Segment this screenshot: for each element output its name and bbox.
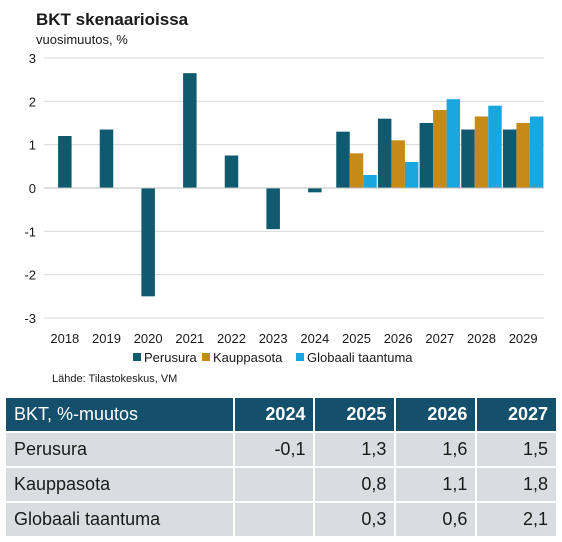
legend-swatch-kauppasota [202, 353, 210, 361]
x-tick-label: 2019 [92, 331, 121, 346]
chart-panel: BKT skenaarioissa vuosimuutos, % 3 2 1 0 ‑1 ‑… [24, 10, 544, 385]
gdp-table: BKT, %-muutos 2024 2025 2026 2027 Perusu… [6, 398, 556, 536]
bar-perusura-2020 [141, 188, 155, 297]
table-header-row: BKT, %-muutos 2024 2025 2026 2027 [6, 398, 556, 432]
table-row: Globaali taantuma 0,3 0,6 2,1 [6, 501, 556, 536]
x-tick-label: 2023 [259, 331, 288, 346]
bar-perusura-2029 [502, 129, 517, 188]
x-tick-label: 2020 [134, 331, 163, 346]
bar-perusura-2024 [308, 188, 322, 193]
bar-kauppasota-2027 [433, 110, 447, 188]
bar-globaali-taantuma-2026 [404, 162, 419, 188]
x-tick-label: 2021 [175, 331, 204, 346]
y-tick-label: 3 [29, 51, 36, 66]
bar-perusura-2026 [377, 118, 392, 188]
legend-label: Kauppasota [213, 350, 283, 365]
bar-chart: 3 2 1 0 ‑1 ‑2 ‑3 2018 2019 2020 2021 2022 2023 2024 20… [24, 51, 544, 365]
table-header-cell: 2027 [476, 398, 556, 432]
bar-globaali-taantuma-2027 [446, 99, 461, 188]
bar-perusura-2019 [99, 129, 114, 188]
bar-kauppasota-2028 [474, 116, 489, 188]
x-tick-label: 2018 [50, 331, 79, 346]
x-tick-label: 2028 [467, 331, 496, 346]
table-cell: 2,1 [476, 501, 556, 536]
x-tick-label: 2022 [217, 331, 246, 346]
y-tick-label: 2 [29, 94, 36, 109]
y-tick-label: ‑1 [24, 224, 36, 239]
table-header-cell: 2025 [314, 398, 397, 432]
legend-label: Globaali taantuma [307, 350, 413, 365]
legend-swatch-perusura [133, 353, 141, 361]
bar-perusura-2027 [419, 123, 434, 188]
y-tick-label: ‑3 [24, 311, 36, 326]
legend-label: Perusura [144, 350, 198, 365]
table-cell: Perusura [6, 431, 235, 467]
legend-swatch-globaali-taantuma [296, 353, 304, 361]
y-tick-label: 1 [29, 138, 36, 153]
table-cell [233, 466, 316, 502]
table-header-cell: 2024 [233, 398, 316, 432]
table-cell: 1,8 [476, 466, 556, 502]
table-cell: 0,3 [314, 501, 397, 536]
bar-perusura-2022 [224, 155, 239, 188]
bar-perusura-2028 [461, 129, 475, 188]
bar-globaali-taantuma-2025 [363, 175, 377, 188]
bar-kauppasota-2025 [349, 153, 364, 188]
chart-title: BKT skenaarioissa [36, 10, 189, 29]
table-row: Kauppasota 0,8 1,1 1,8 [6, 466, 556, 502]
table-cell [233, 501, 316, 536]
table-header-cell: 2026 [395, 398, 478, 432]
x-tick-label: 2029 [509, 331, 538, 346]
bar-globaali-taantuma-2029 [529, 116, 544, 188]
table-cell: Kauppasota [6, 466, 235, 502]
x-tick-label: 2027 [425, 331, 454, 346]
bar-perusura-2021 [183, 73, 197, 188]
bar-kauppasota-2026 [391, 140, 405, 188]
bar-perusura-2025 [336, 131, 350, 188]
table-cell: 0,6 [395, 501, 478, 536]
bar-perusura-2018 [58, 136, 72, 188]
y-axis-unit-label: vuosimuutos, % [36, 32, 128, 47]
x-tick-label: 2026 [384, 331, 413, 346]
bar-kauppasota-2029 [516, 123, 530, 188]
table-cell: 1,3 [314, 431, 397, 467]
bar-perusura-2023 [266, 188, 280, 230]
table-cell: 1,1 [395, 466, 478, 502]
bar-globaali-taantuma-2028 [488, 105, 502, 188]
x-tick-label: 2024 [300, 331, 329, 346]
table-cell: 0,8 [314, 466, 397, 502]
table-header-cell: BKT, %-muutos [6, 398, 235, 432]
y-tick-label: 0 [29, 181, 36, 196]
table-cell: 1,5 [476, 431, 556, 467]
y-tick-label: ‑2 [24, 268, 36, 283]
table-cell: Globaali taantuma [6, 501, 235, 536]
x-tick-label: 2025 [342, 331, 371, 346]
table-cell: 1,6 [395, 431, 478, 467]
table-cell: -0,1 [233, 431, 316, 467]
source-note: Lähde: Tilastokeskus, VM [52, 373, 178, 385]
table-row: Perusura -0,1 1,3 1,6 1,5 [6, 431, 556, 467]
